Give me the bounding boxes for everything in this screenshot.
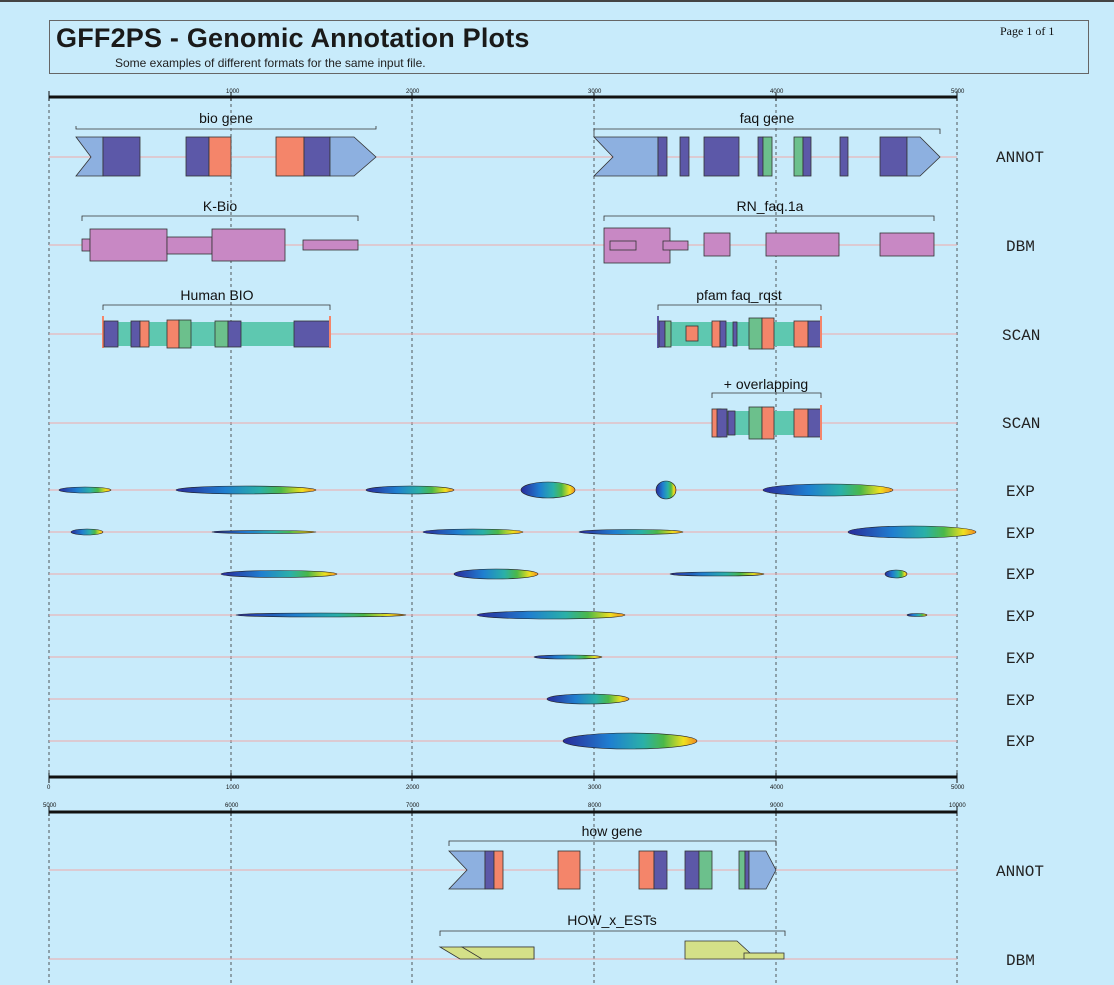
tick-label: 4000	[770, 89, 784, 95]
tick-label: 2000	[406, 785, 420, 791]
tick-label: 1000	[226, 89, 240, 95]
tick-label: 6000	[225, 803, 239, 809]
scan-human-bio: Human BIO	[102, 287, 331, 349]
top-border	[0, 0, 1114, 2]
gene-group-faq-gene: faq gene	[593, 110, 941, 177]
group-label: pfam faq_rqst	[696, 287, 782, 303]
ruler-top-panel-1: 1000 2000 3000 4000 5000	[48, 89, 965, 101]
page-title: GFF2PS - Genomic Annotation Plots	[56, 23, 530, 53]
group-label: bio gene	[199, 110, 253, 126]
ruler-bottom-panel-1: 0 1000 2000 3000 4000 5000	[47, 773, 965, 791]
group-label: Human BIO	[180, 287, 253, 303]
track-label-dbm: DBM	[1006, 238, 1035, 256]
track-label-exp: EXP	[1006, 566, 1035, 584]
group-label: K-Bio	[203, 198, 237, 214]
db-match-rn-faq-1a: RN_faq.1a	[603, 198, 935, 264]
track-label-exp: EXP	[1006, 525, 1035, 543]
tick-label: 1000	[226, 785, 240, 791]
page-number: Page 1 of 1	[1000, 24, 1055, 38]
db-match-how-x-ests: HOW_x_ESTs	[438, 912, 786, 960]
tick-label: 0	[47, 785, 51, 791]
tick-label: 7000	[406, 803, 420, 809]
track-label-scan: SCAN	[1002, 415, 1040, 433]
group-label: faq gene	[740, 110, 795, 126]
page-subtitle: Some examples of different formats for t…	[115, 56, 426, 70]
db-match-k-bio: K-Bio	[81, 198, 359, 262]
track-label-scan: SCAN	[1002, 327, 1040, 345]
track-label-annot: ANNOT	[996, 149, 1044, 167]
track-label-exp: EXP	[1006, 608, 1035, 626]
scan-pfam-faq-rqst: pfam faq_rqst	[657, 287, 822, 350]
gene-group-how-gene: how gene	[448, 823, 777, 890]
tick-label: 10000	[949, 803, 966, 809]
tick-label: 5000	[951, 89, 965, 95]
tick-label: 8000	[588, 803, 602, 809]
ruler-top-panel-2: 5000 6000 7000 8000 9000 10000	[43, 803, 966, 816]
tick-label: 5000	[951, 785, 965, 791]
track-labels: ANNOT DBM SCAN SCAN EXP EXP EXP EXP EXP …	[996, 149, 1044, 970]
group-label: HOW_x_ESTs	[567, 912, 656, 928]
tick-label: 2000	[406, 89, 420, 95]
tick-label: 5000	[43, 803, 57, 809]
track-label-exp: EXP	[1006, 733, 1035, 751]
tick-label: 3000	[588, 785, 602, 791]
track-label-annot: ANNOT	[996, 863, 1044, 881]
group-label: RN_faq.1a	[737, 198, 804, 214]
tick-label: 3000	[588, 89, 602, 95]
track-label-exp: EXP	[1006, 692, 1035, 710]
track-label-exp: EXP	[1006, 483, 1035, 501]
track-label-dbm: DBM	[1006, 952, 1035, 970]
tick-label: 4000	[770, 785, 784, 791]
gene-group-bio-gene: bio gene	[75, 110, 377, 177]
group-label: + overlapping	[724, 376, 808, 392]
track-baselines	[49, 156, 957, 960]
title-box: GFF2PS - Genomic Annotation Plots Some e…	[49, 20, 1089, 74]
expression-blobs	[58, 480, 977, 750]
track-label-exp: EXP	[1006, 650, 1035, 668]
tick-label: 9000	[770, 803, 784, 809]
group-label: how gene	[582, 823, 643, 839]
scan-overlapping: + overlapping	[711, 376, 822, 440]
